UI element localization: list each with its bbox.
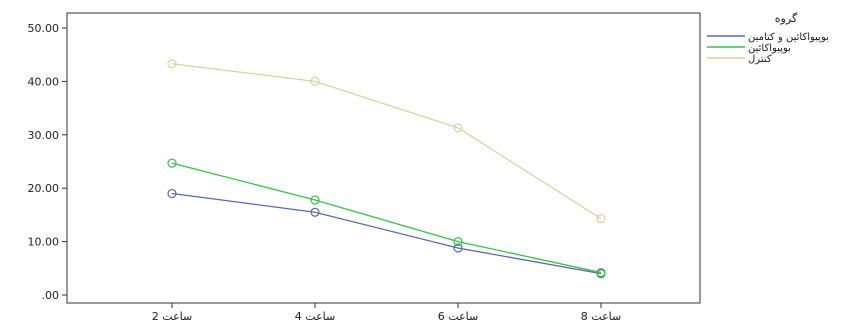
- legend-title: گروه: [775, 12, 798, 25]
- series-line: [171, 63, 602, 220]
- legend-entry: بوپیواکائین و کتامین: [748, 32, 829, 43]
- series-line: [171, 162, 602, 274]
- data-point: [167, 59, 177, 69]
- legend-entry: بوپیواکائین: [748, 43, 791, 54]
- data-point: [167, 188, 177, 199]
- series-line: [171, 192, 602, 275]
- y-tick-label: 50.00: [28, 22, 60, 35]
- x-tick-label: ساعت 2: [152, 310, 192, 323]
- legend-entry: کنترل: [748, 54, 772, 65]
- data-point: [167, 158, 177, 168]
- x-tick-label: ساعت 4: [295, 310, 335, 323]
- data-point: [453, 243, 463, 253]
- data-point: [310, 207, 320, 217]
- x-tick-label: ساعت 6: [438, 310, 478, 323]
- data-point: [310, 195, 320, 205]
- x-tick-label: ساعت 8: [581, 310, 621, 323]
- y-tick-label: 20.00: [28, 182, 60, 195]
- data-point: [453, 237, 463, 247]
- y-tick-label: 10.00: [28, 236, 60, 249]
- y-tick-label: 40.00: [28, 75, 60, 88]
- plot-frame: [66, 12, 701, 304]
- data-point: [596, 267, 606, 278]
- y-tick-label: 30.00: [28, 129, 60, 142]
- data-point: [596, 214, 606, 224]
- y-tick-label: .00: [42, 289, 60, 302]
- series-lines: [167, 59, 606, 279]
- data-point: [310, 76, 320, 87]
- axes: .00 10.00 20.00 30.00 40.00 50.00 ساعت 2 ساعت 4…: [28, 12, 701, 323]
- data-point: [453, 123, 463, 133]
